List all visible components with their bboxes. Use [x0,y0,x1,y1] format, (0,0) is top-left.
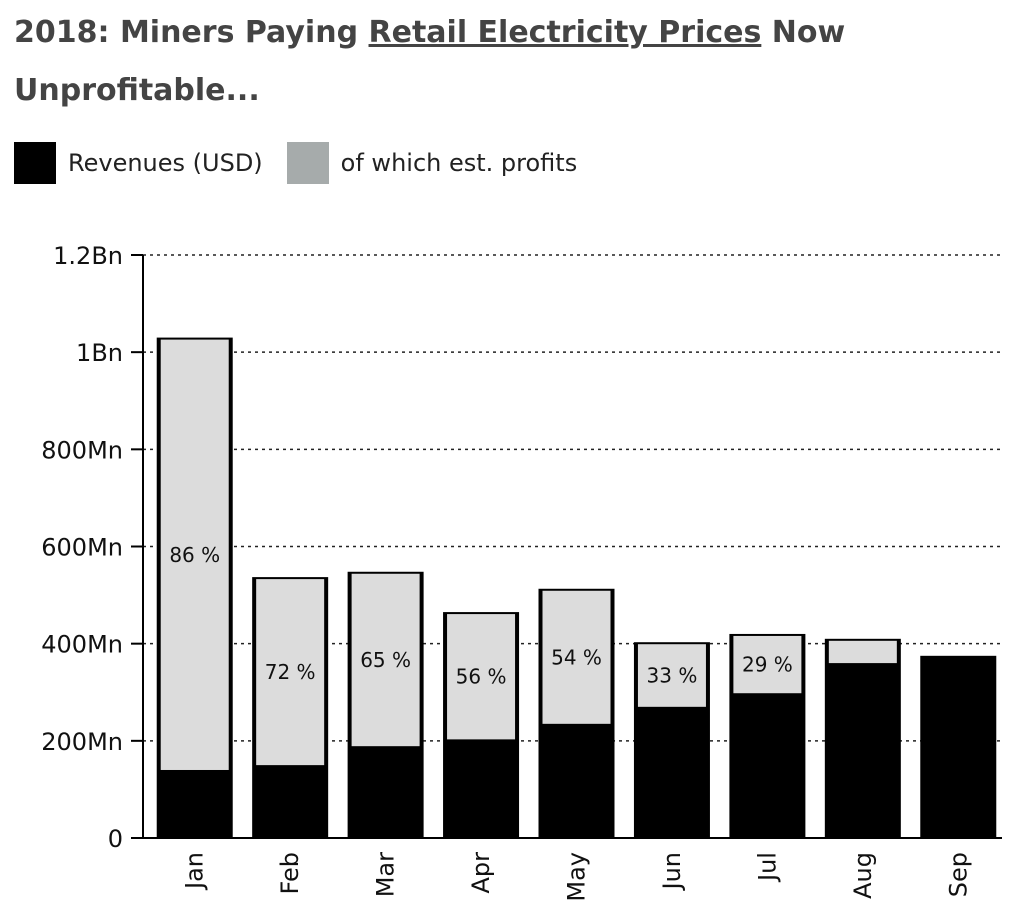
x-tick-label: Jun [658,852,686,892]
revenue-bar [920,655,997,838]
legend-item: Revenues (USD) [14,142,263,184]
profit-bar [542,590,611,724]
share-label: 86 % [169,543,220,567]
chart-title: 2018: Miners Paying Retail Electricity P… [14,4,854,120]
legend-label: of which est. profits [340,149,578,177]
y-tick-label: 800Mn [41,436,123,464]
x-tick-label: Apr [467,852,495,894]
x-tick-label: Sep [944,852,972,897]
title-part: Now Unprofitable... [14,15,846,108]
y-tick-label: 600Mn [41,534,123,562]
legend-item: of which est. profits [286,142,578,184]
profit-bar [256,579,325,766]
profit-bar [828,640,897,664]
x-tick-label: Feb [276,852,304,895]
profit-bar [447,614,516,740]
title-part: 2018: Miners Paying [14,15,359,50]
profit-bar [351,573,420,747]
profit-bar [160,339,229,770]
revenue-bar [824,638,901,838]
share-label: 29 % [742,653,793,677]
y-tick-label: 200Mn [41,728,123,756]
y-tick-label: 0 [108,825,123,853]
legend-swatch [286,142,329,184]
legend-swatch [14,142,56,184]
legend-label: Revenues (USD) [68,149,263,177]
x-tick-label: Jul [753,852,781,883]
x-tick-label: Aug [849,852,877,899]
legend: Revenues (USD) of which est. profits [14,142,601,184]
x-tick-label: May [563,852,591,902]
profit-bar [637,644,706,707]
y-tick-label: 1Bn [76,339,123,367]
share-label: 54 % [551,645,602,669]
y-tick-label: 1.2Bn [53,242,123,270]
title-link: Retail Electricity Prices [368,15,762,50]
share-label: 56 % [456,665,507,689]
share-label: 33 % [647,664,698,688]
y-tick-label: 400Mn [41,631,123,659]
profit-bar [733,635,802,694]
share-label: 65 % [360,648,411,672]
x-tick-label: Jan [181,852,209,891]
x-tick-label: Mar [372,852,400,897]
share-label: 72 % [265,660,316,684]
